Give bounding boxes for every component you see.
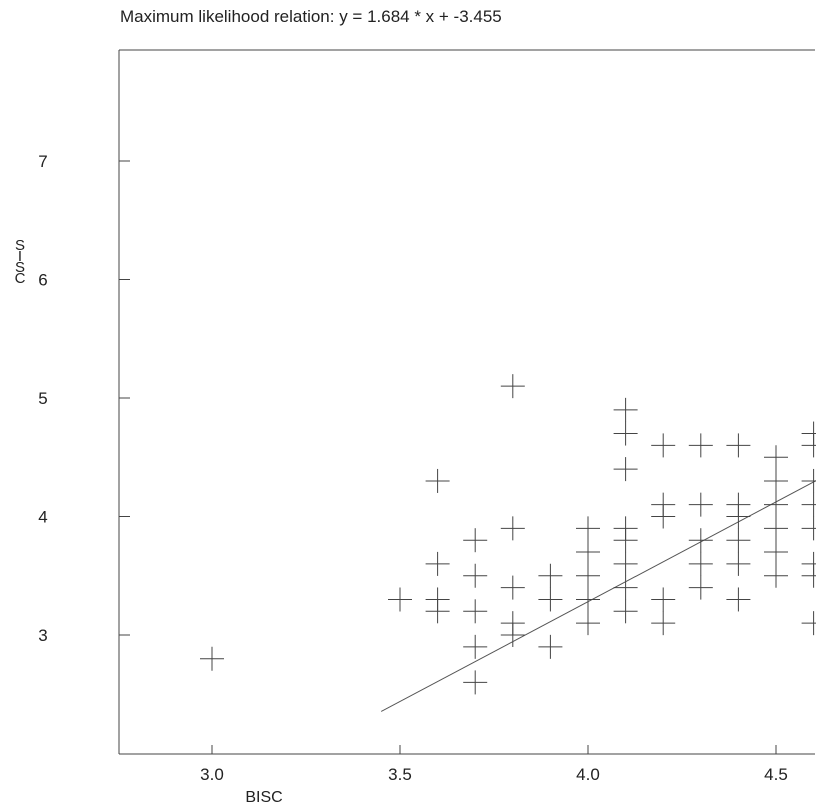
y-label-char: S bbox=[15, 259, 25, 276]
data-point bbox=[463, 634, 488, 659]
fit-line bbox=[380, 480, 816, 712]
data-point bbox=[726, 433, 751, 458]
y-label-char: S bbox=[15, 237, 25, 254]
data-point bbox=[801, 468, 816, 493]
data-point bbox=[688, 575, 713, 600]
data-point bbox=[613, 551, 638, 576]
x-axis-label: BISC bbox=[245, 789, 282, 806]
y-label-char: I bbox=[18, 248, 22, 265]
data-point bbox=[425, 468, 450, 493]
data-point bbox=[764, 540, 788, 565]
data-point bbox=[576, 611, 600, 636]
data-point bbox=[500, 516, 525, 541]
data-point bbox=[726, 587, 751, 612]
data-point bbox=[500, 374, 525, 399]
data-point bbox=[538, 587, 563, 612]
data-point bbox=[576, 540, 600, 565]
data-point bbox=[500, 623, 525, 647]
y-tick-label: 5 bbox=[38, 389, 47, 408]
data-point bbox=[613, 421, 638, 446]
chart-title: Maximum likelihood relation: y = 1.684 *… bbox=[120, 7, 502, 26]
y-tick-label: 4 bbox=[38, 508, 47, 527]
y-tick-label: 6 bbox=[38, 271, 47, 290]
data-point bbox=[651, 433, 676, 458]
data-point bbox=[500, 575, 525, 600]
data-point bbox=[764, 563, 788, 588]
data-point bbox=[613, 397, 638, 422]
data-point bbox=[463, 670, 488, 695]
data-point bbox=[801, 611, 816, 636]
data-point bbox=[801, 492, 816, 517]
data-point bbox=[613, 599, 638, 624]
data-point bbox=[463, 599, 488, 624]
data-point bbox=[576, 516, 600, 541]
data-point bbox=[576, 587, 600, 612]
data-point bbox=[613, 516, 638, 541]
data-point bbox=[425, 599, 450, 624]
data-point bbox=[538, 634, 563, 659]
data-point bbox=[764, 468, 788, 493]
data-point bbox=[651, 611, 676, 636]
data-point bbox=[688, 528, 713, 553]
data-point bbox=[388, 587, 412, 612]
data-point bbox=[764, 516, 788, 541]
y-tick-label: 7 bbox=[38, 152, 47, 171]
y-axis-ticks: 3 4 5 6 7 bbox=[38, 152, 130, 645]
data-point bbox=[726, 551, 751, 576]
data-point bbox=[764, 492, 788, 517]
data-point bbox=[200, 646, 224, 671]
data-point bbox=[576, 563, 600, 588]
x-tick-label: 4.0 bbox=[576, 765, 600, 784]
data-point bbox=[463, 528, 488, 553]
data-point bbox=[764, 445, 788, 470]
data-point bbox=[538, 563, 563, 588]
x-tick-label: 3.0 bbox=[200, 765, 224, 784]
data-point bbox=[688, 433, 713, 458]
data-points bbox=[200, 374, 816, 695]
data-point bbox=[726, 492, 751, 517]
data-point bbox=[688, 492, 713, 517]
data-point bbox=[463, 563, 488, 588]
y-label-char: C bbox=[15, 270, 26, 287]
x-tick-label: 3.5 bbox=[388, 765, 412, 784]
data-point bbox=[726, 528, 751, 553]
data-point bbox=[801, 421, 816, 446]
data-point bbox=[651, 587, 676, 612]
data-point bbox=[801, 551, 816, 576]
regression-line bbox=[380, 480, 816, 712]
x-axis-ticks: 3.03.54.04.55.05.56.0 bbox=[200, 745, 788, 784]
data-point bbox=[651, 492, 676, 517]
x-tick-label: 4.5 bbox=[764, 765, 788, 784]
data-point bbox=[801, 516, 816, 541]
y-tick-label: 3 bbox=[38, 626, 47, 645]
plot-frame bbox=[118, 49, 815, 755]
data-point bbox=[613, 457, 638, 482]
data-point bbox=[425, 551, 450, 576]
data-point bbox=[613, 575, 638, 600]
data-point bbox=[688, 551, 713, 576]
